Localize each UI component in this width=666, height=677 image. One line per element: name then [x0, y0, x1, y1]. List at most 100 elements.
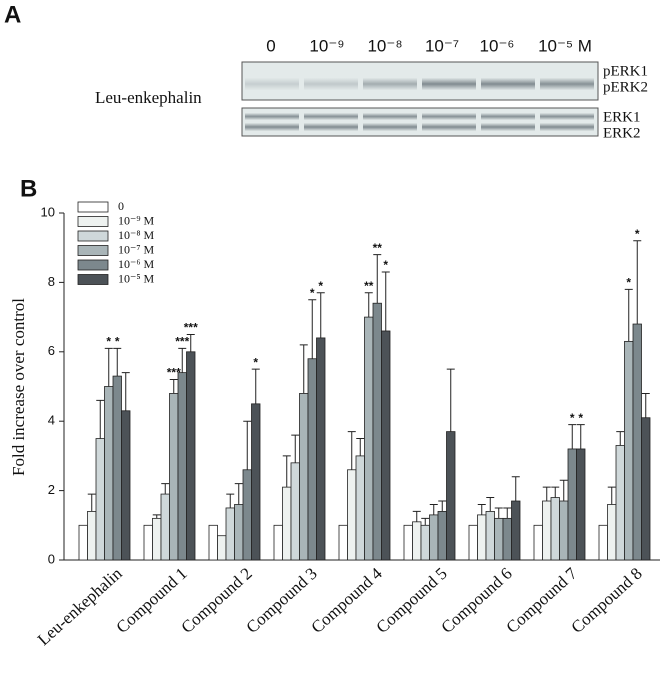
significance-label: **: [373, 241, 383, 255]
significance-label: *: [570, 411, 575, 425]
legend-swatch: [77, 201, 109, 213]
error-bar: [161, 483, 170, 495]
bar: [420, 524, 430, 561]
bar: [208, 524, 218, 561]
lane-label: 10⁻⁵ M: [538, 36, 592, 55]
y-tick-label: 6: [48, 343, 55, 358]
significance-label: *: [253, 355, 258, 369]
legend-label: 0: [118, 199, 124, 213]
blot-erk: [241, 107, 599, 137]
blot-band: [540, 113, 594, 120]
error-bar: [299, 344, 308, 394]
blot-band: [422, 113, 476, 120]
band-label: ERK2: [603, 125, 641, 141]
blot-band: [481, 123, 535, 131]
bar: [299, 393, 309, 561]
error-bar: [438, 500, 447, 512]
error-bar: [568, 424, 577, 449]
error-bar: [121, 372, 130, 411]
bar: [403, 524, 413, 561]
bar: [624, 340, 634, 561]
bar: [485, 511, 495, 561]
blot-band: [304, 113, 358, 120]
error-bar: [243, 420, 252, 470]
bar: [477, 514, 487, 561]
legend-swatch: [77, 259, 109, 271]
error-bar: [373, 254, 382, 304]
error-bar: [347, 431, 356, 470]
y-axis-title: Fold increase over control: [9, 298, 28, 476]
blot-band: [481, 78, 535, 90]
significance-label: *: [578, 411, 583, 425]
x-tick-label: Leu-enkephalin: [34, 563, 126, 649]
blot-band: [422, 78, 476, 90]
blot-band: [422, 123, 476, 131]
blot-band: [363, 78, 417, 90]
panel-label: B: [20, 175, 37, 202]
significance-label: *: [318, 279, 323, 293]
bar: [494, 517, 504, 561]
bar: [177, 372, 187, 561]
lane-label: 10⁻⁷: [425, 36, 459, 55]
bar: [186, 351, 196, 561]
lane-label: 0: [266, 36, 275, 55]
blot-band: [304, 123, 358, 131]
error-bar: [477, 503, 486, 515]
bar: [225, 507, 235, 561]
lane-label: 10⁻⁹: [309, 36, 344, 55]
blot-band: [245, 123, 299, 131]
y-tick-label: 4: [48, 413, 55, 428]
error-bar: [503, 507, 512, 519]
significance-label: ***: [175, 335, 189, 349]
bar: [143, 524, 153, 561]
bar: [446, 431, 456, 561]
bar: [112, 375, 122, 561]
significance-label: ***: [184, 321, 198, 335]
blot-band: [245, 113, 299, 120]
legend-swatch: [77, 230, 109, 242]
bar: [78, 524, 88, 561]
error-bar: [624, 288, 633, 342]
blot-band: [304, 78, 358, 90]
error-bar: [282, 455, 291, 488]
error-bar: [186, 333, 195, 352]
legend-swatch: [77, 274, 109, 285]
error-bar: [251, 368, 260, 404]
bar: [234, 504, 244, 561]
y-tick-label: 2: [48, 482, 55, 497]
bar: [533, 524, 543, 561]
blot-band: [363, 113, 417, 120]
x-tick-label: Compound 8: [567, 564, 645, 637]
bar: [542, 500, 552, 561]
error-bar: [96, 399, 105, 439]
significance-label: *: [310, 286, 315, 300]
bar: [355, 455, 365, 561]
bar: [412, 521, 422, 561]
bar: [242, 469, 252, 561]
bar: [338, 524, 348, 561]
error-bar: [607, 486, 616, 505]
bar: [598, 524, 608, 561]
bar: [615, 445, 625, 561]
error-bar: [113, 347, 122, 377]
lane-label: 10⁻⁸: [367, 36, 402, 55]
error-bar: [576, 424, 585, 449]
significance-label: *: [383, 258, 388, 272]
legend-swatch: [77, 245, 109, 256]
bar: [437, 511, 447, 561]
blot-band: [245, 78, 299, 90]
bar: [567, 448, 577, 561]
bar: [273, 524, 283, 561]
error-bar: [381, 271, 390, 331]
bar: [87, 511, 97, 561]
error-bar: [308, 299, 317, 359]
bar: [502, 517, 512, 561]
bar: [152, 517, 162, 561]
bar: [316, 337, 326, 561]
panel-label: A: [4, 1, 21, 28]
error-bar: [226, 493, 235, 508]
bar: [550, 497, 560, 561]
error-bar: [421, 517, 430, 526]
error-bar: [429, 503, 438, 515]
y-tick-label: 8: [48, 274, 55, 289]
